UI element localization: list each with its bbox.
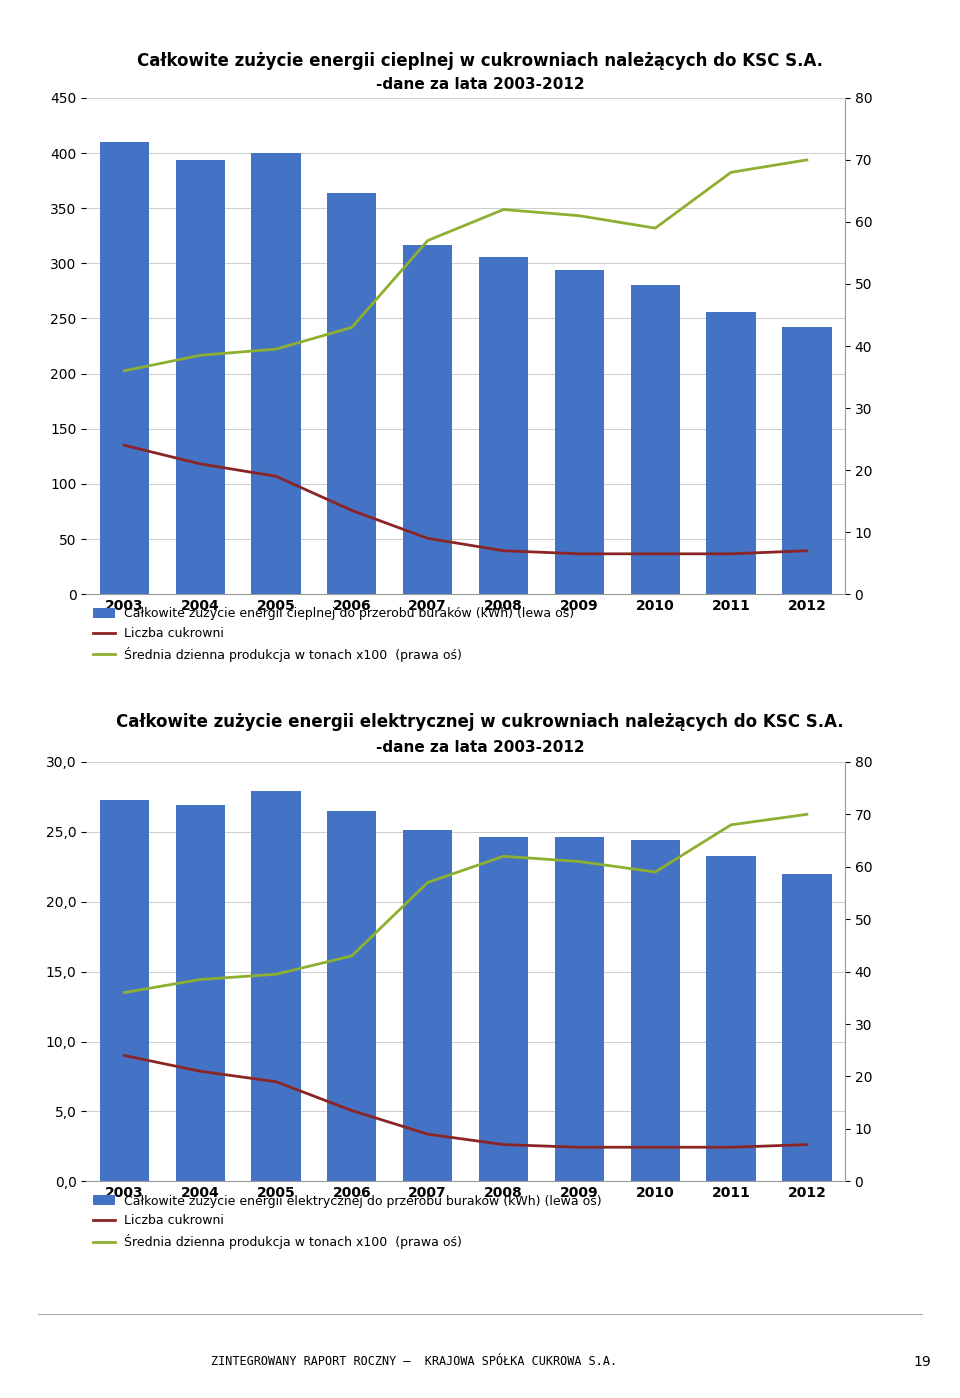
Bar	[100, 143, 149, 594]
Bar	[100, 800, 149, 1181]
Bar	[327, 811, 376, 1181]
Bar	[479, 257, 528, 594]
Bar	[176, 159, 225, 594]
Legend: Całkowite zużycie energii cieplnej do przerobu buraków (kWh) (lewa oś), Liczba c: Całkowite zużycie energii cieplnej do pr…	[93, 607, 574, 663]
Bar	[403, 245, 452, 594]
Bar	[707, 312, 756, 594]
Bar	[176, 805, 225, 1181]
Text: Całkowite zużycie energii cieplnej w cukrowniach należących do KSC S.A.: Całkowite zużycie energii cieplnej w cuk…	[137, 52, 823, 70]
Bar	[782, 327, 831, 594]
Bar	[631, 285, 680, 594]
Bar	[707, 856, 756, 1181]
Bar	[479, 837, 528, 1181]
Bar	[782, 874, 831, 1181]
Text: ZINTEGROWANY RAPORT ROCZNY –  KRAJOWA SPÓŁKA CUKROWA S.A.: ZINTEGROWANY RAPORT ROCZNY – KRAJOWA SPÓ…	[211, 1355, 617, 1369]
Bar	[252, 152, 300, 594]
Bar	[403, 830, 452, 1181]
Text: 19: 19	[914, 1355, 931, 1369]
Bar	[631, 840, 680, 1181]
Text: -dane za lata 2003-2012: -dane za lata 2003-2012	[375, 740, 585, 755]
Bar	[252, 791, 300, 1181]
Bar	[555, 837, 604, 1181]
Bar	[327, 193, 376, 594]
Legend: Całkowite zużycie energii elektrycznej do przerobu buraków (kWh) (lewa oś), Licz: Całkowite zużycie energii elektrycznej d…	[93, 1194, 602, 1250]
Text: Całkowite zużycie energii elektrycznej w cukrowniach należących do KSC S.A.: Całkowite zużycie energii elektrycznej w…	[116, 713, 844, 731]
Bar	[555, 270, 604, 594]
Text: -dane za lata 2003-2012: -dane za lata 2003-2012	[375, 77, 585, 92]
